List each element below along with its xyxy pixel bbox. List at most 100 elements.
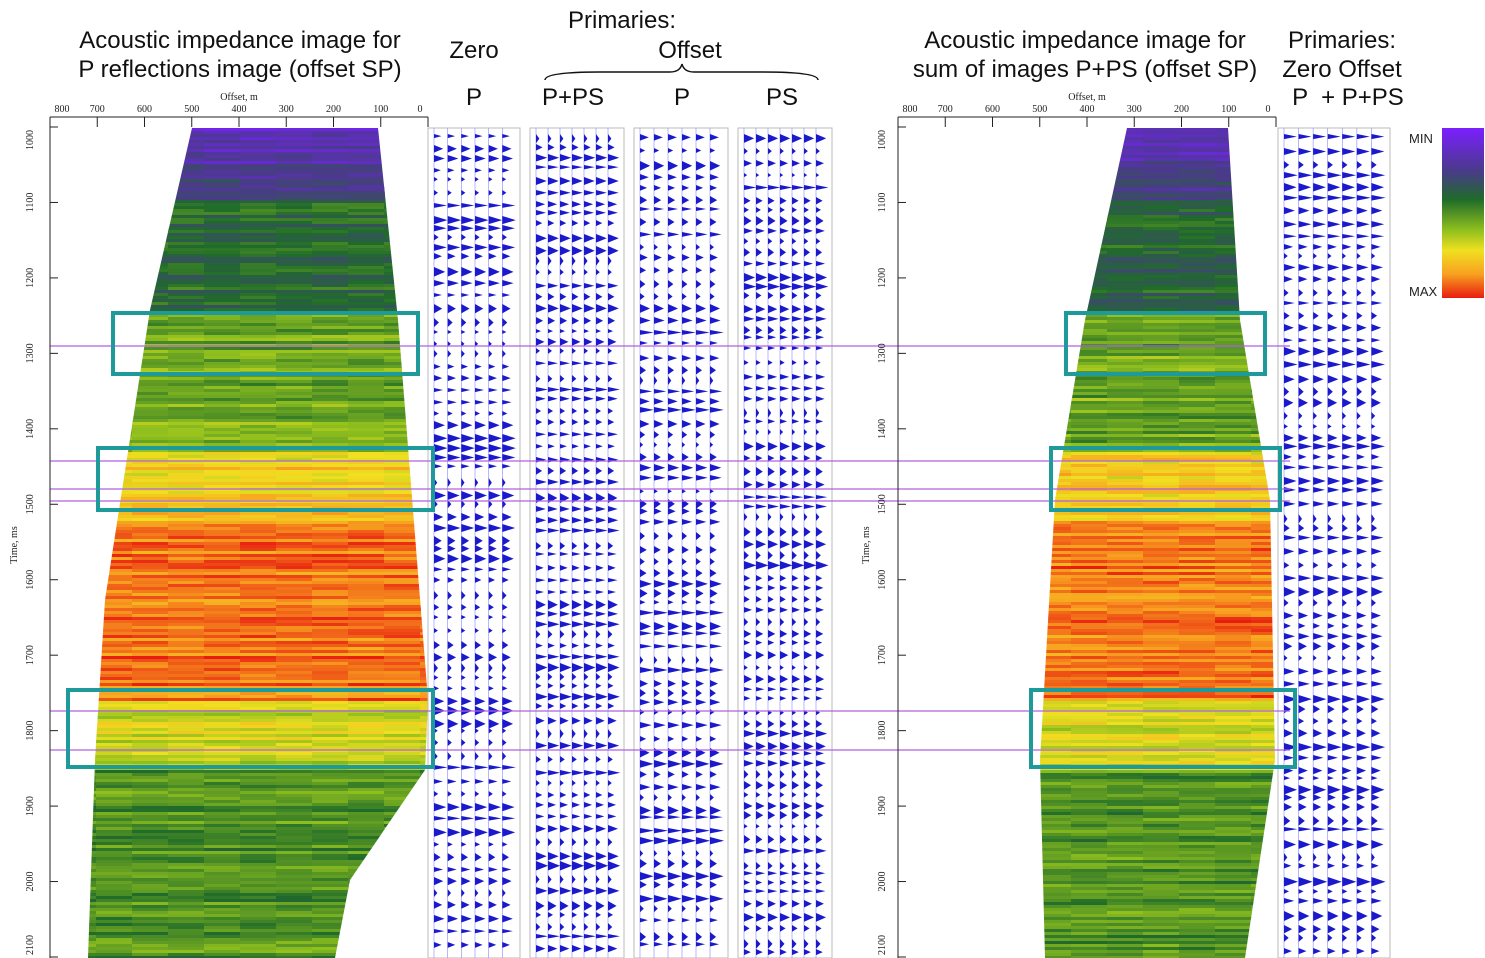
- image-cell: [1107, 935, 1144, 938]
- image-cell: [276, 452, 313, 455]
- image-cell: [384, 260, 421, 263]
- image-cell: [1215, 572, 1252, 575]
- image-cell: [1143, 260, 1180, 263]
- image-cell: [1215, 278, 1252, 281]
- image-cell: [276, 440, 313, 443]
- image-cell: [60, 785, 97, 788]
- image-cell: [384, 131, 421, 134]
- image-cell: [132, 776, 169, 779]
- image-cell: [132, 536, 169, 539]
- image-cell: [1179, 929, 1216, 932]
- image-cell: [1071, 911, 1108, 914]
- image-cell: [1035, 650, 1072, 653]
- image-cell: [168, 545, 205, 548]
- image-cell: [60, 497, 97, 500]
- image-cell: [1107, 881, 1144, 884]
- image-cell: [204, 173, 241, 176]
- image-cell: [204, 377, 241, 380]
- image-cell: [276, 284, 313, 287]
- image-cell: [348, 617, 385, 620]
- image-cell: [276, 647, 313, 650]
- image-cell: [1035, 263, 1072, 266]
- image-cell: [276, 329, 313, 332]
- image-cell: [204, 455, 241, 458]
- image-cell: [276, 581, 313, 584]
- image-cell: [1179, 812, 1216, 815]
- image-cell: [384, 299, 421, 302]
- image-cell: [60, 722, 97, 725]
- image-cell: [1107, 521, 1144, 524]
- image-cell: [348, 743, 385, 746]
- image-cell: [384, 638, 421, 641]
- image-cell: [1179, 479, 1216, 482]
- image-cell: [1071, 920, 1108, 923]
- image-cell: [348, 518, 385, 521]
- image-cell: [1035, 842, 1072, 845]
- image-cell: [1035, 503, 1072, 506]
- image-cell: [1215, 854, 1252, 857]
- image-cell: [1215, 296, 1252, 299]
- image-cell: [1107, 758, 1144, 761]
- image-cell: [1215, 761, 1252, 764]
- image-cell: [384, 332, 421, 335]
- image-cell: [1143, 398, 1180, 401]
- image-cell: [384, 158, 421, 161]
- image-cell: [1071, 383, 1108, 386]
- image-cell: [1035, 740, 1072, 743]
- image-cell: [1179, 668, 1216, 671]
- image-cell: [1179, 206, 1216, 209]
- image-cell: [1071, 752, 1108, 755]
- image-cell: [1179, 128, 1216, 131]
- image-cell: [1143, 725, 1180, 728]
- image-cell: [1179, 146, 1216, 149]
- image-cell: [1107, 239, 1144, 242]
- image-cell: [1179, 425, 1216, 428]
- image-cell: [168, 845, 205, 848]
- image-cell: [1179, 752, 1216, 755]
- image-cell: [1071, 305, 1108, 308]
- image-cell: [1035, 275, 1072, 278]
- image-cell: [168, 356, 205, 359]
- image-cell: [276, 308, 313, 311]
- image-cell: [168, 278, 205, 281]
- image-cell: [1107, 950, 1144, 953]
- image-cell: [1107, 233, 1144, 236]
- image-cell: [1215, 530, 1252, 533]
- image-cell: [132, 662, 169, 665]
- image-cell: [96, 815, 133, 818]
- image-cell: [348, 899, 385, 902]
- image-cell: [1215, 395, 1252, 398]
- image-cell: [1179, 593, 1216, 596]
- image-cell: [1143, 863, 1180, 866]
- image-cell: [132, 320, 169, 323]
- image-cell: [1071, 164, 1108, 167]
- image-cell: [96, 854, 133, 857]
- image-cell: [1143, 185, 1180, 188]
- image-cell: [1035, 932, 1072, 935]
- image-cell: [204, 209, 241, 212]
- image-cell: [1107, 197, 1144, 200]
- image-cell: [204, 428, 241, 431]
- image-cell: [1215, 128, 1252, 131]
- image-cell: [1143, 626, 1180, 629]
- image-cell: [168, 722, 205, 725]
- image-cell: [276, 737, 313, 740]
- image-cell: [1143, 425, 1180, 428]
- image-cell: [312, 302, 349, 305]
- image-cell: [240, 293, 277, 296]
- image-cell: [96, 779, 133, 782]
- image-cell: [1215, 842, 1252, 845]
- image-cell: [132, 482, 169, 485]
- image-cell: [384, 455, 421, 458]
- image-cell: [1071, 656, 1108, 659]
- image-cell: [60, 377, 97, 380]
- image-cell: [1143, 278, 1180, 281]
- image-cell: [132, 332, 169, 335]
- image-cell: [1071, 713, 1108, 716]
- image-cell: [1143, 377, 1180, 380]
- image-cell: [1215, 140, 1252, 143]
- image-cell: [1071, 923, 1108, 926]
- image-cell: [168, 236, 205, 239]
- image-cell: [60, 653, 97, 656]
- image-cell: [1107, 512, 1144, 515]
